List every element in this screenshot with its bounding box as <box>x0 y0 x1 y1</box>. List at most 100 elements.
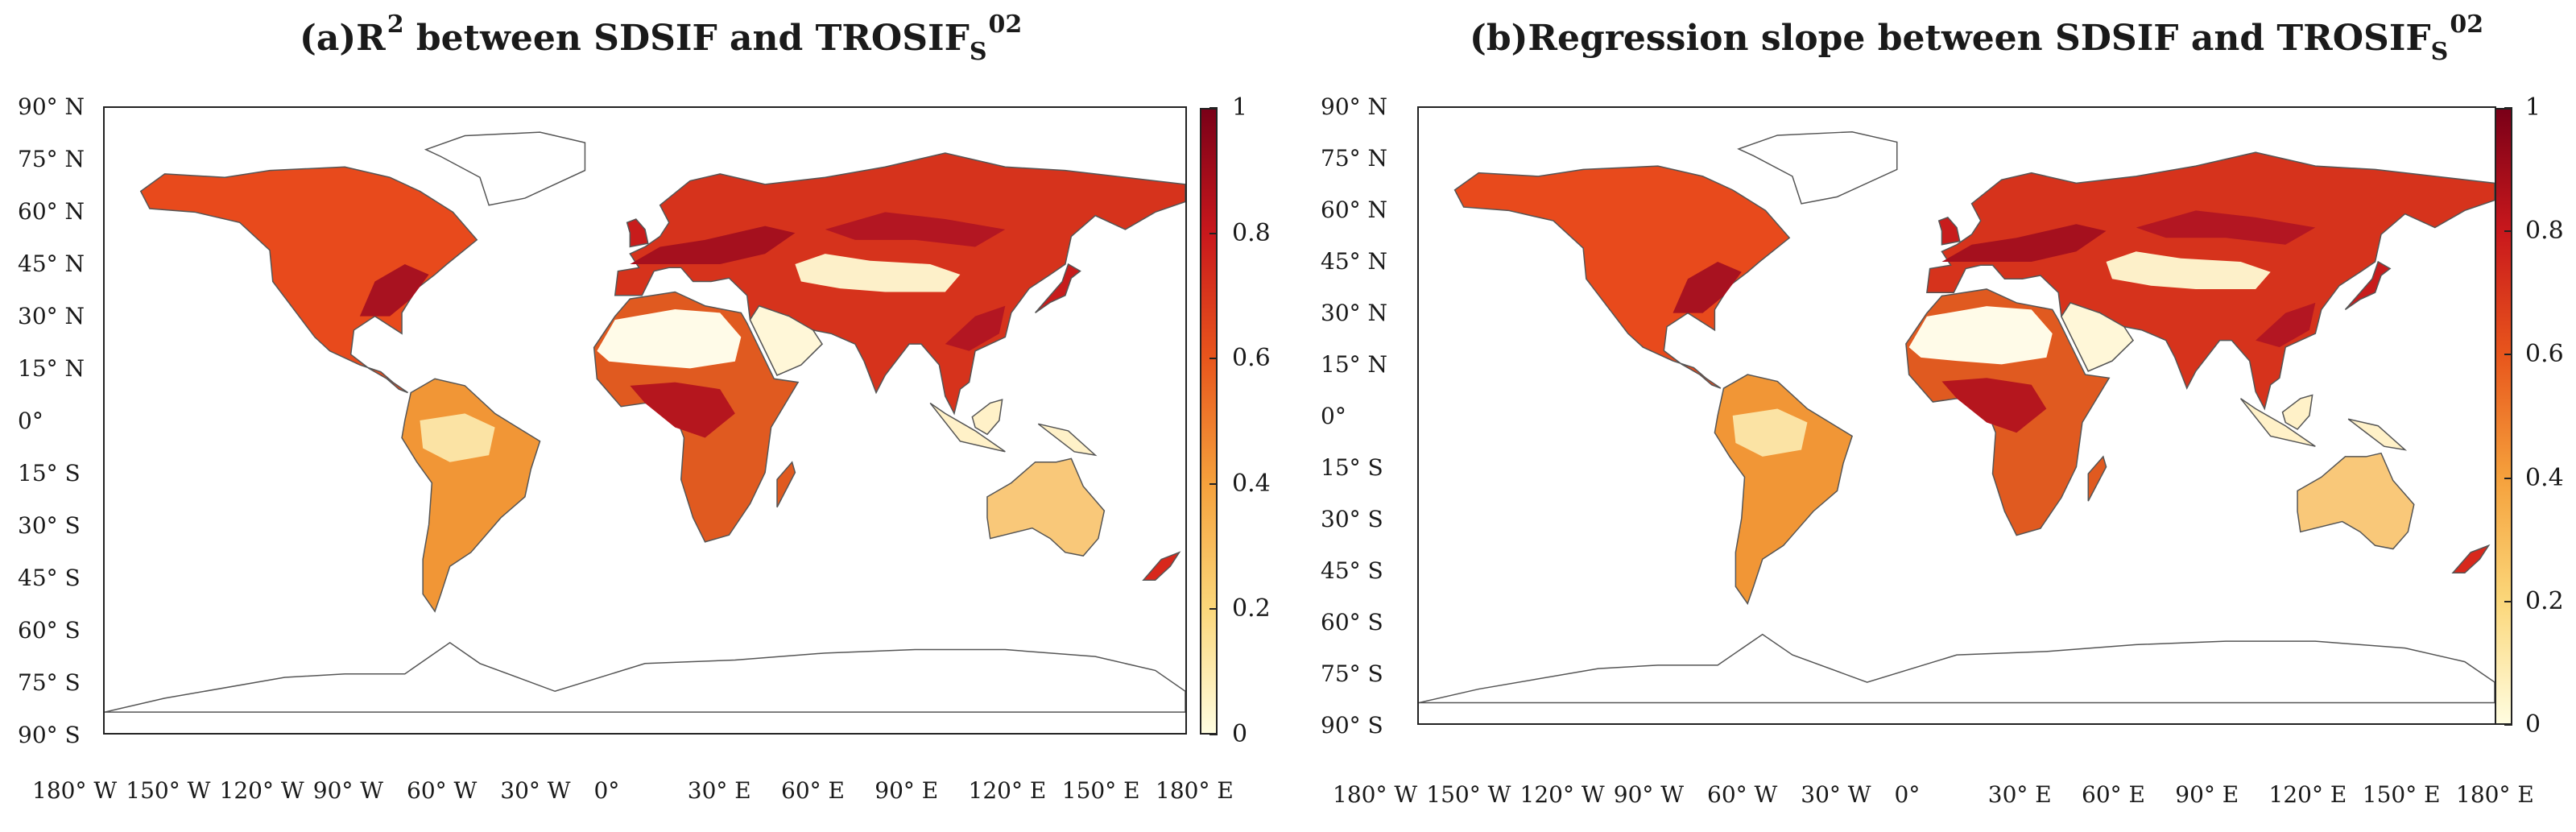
amazon-low-values <box>420 413 495 462</box>
lon-tick-label: 120° E <box>2268 781 2347 808</box>
arabia-landmass <box>2061 302 2134 372</box>
lat-tick-label: 75° S <box>1321 660 1383 687</box>
lat-tick-label: 60° S <box>18 617 81 644</box>
colorbar-tick-label: 0.8 <box>1232 218 1271 247</box>
indonesia-landmass <box>929 402 1006 453</box>
eastern-us-high-values <box>359 264 429 317</box>
antarctica-landmass <box>1419 633 2495 704</box>
colorbar-tick-label: 1 <box>2525 93 2541 122</box>
colorbar-tick-mark <box>2504 230 2512 233</box>
lon-tick-label: 90° E <box>875 777 939 804</box>
world-map-svg <box>1419 130 2495 704</box>
lat-tick-label: 45° N <box>18 250 85 277</box>
panel-a-title: (a)R2 between SDSIF and TROSIFS02 <box>300 10 1023 66</box>
lat-tick-label: 90° N <box>18 93 85 120</box>
lon-tick-label: 120° E <box>968 777 1047 804</box>
lon-tick-label: 30° E <box>687 777 751 804</box>
lon-tick-label: 150° E <box>2362 781 2441 808</box>
lat-tick-label: 60° S <box>1321 609 1383 635</box>
colorbar-tick-mark <box>1209 482 1218 485</box>
japan-landmass <box>2344 260 2392 311</box>
colorbar-tick-label: 0.4 <box>2525 463 2564 492</box>
lon-tick-label: 180° W <box>32 777 118 804</box>
lon-tick-label: 120° W <box>1520 781 1605 808</box>
lon-tick-label: 90° E <box>2175 781 2239 808</box>
lat-tick-label: 30° N <box>1321 300 1388 326</box>
colorbar-tick-label: 1 <box>1232 93 1248 122</box>
south-china-high-values <box>2256 302 2316 348</box>
greenland-landmass <box>1737 130 1898 205</box>
lon-tick-label: 150° W <box>126 777 211 804</box>
lon-tick-label: 60° W <box>1707 781 1778 808</box>
lat-tick-label: 45° S <box>1321 557 1383 584</box>
lat-tick-label: 75° S <box>18 669 81 696</box>
lon-tick-label: 60° E <box>2082 781 2145 808</box>
uk-landmass <box>626 218 649 248</box>
lat-tick-label: 30° S <box>1321 506 1383 532</box>
colorbar-tick-label: 0.4 <box>1232 469 1271 498</box>
australia-landmass <box>2297 452 2415 550</box>
north-america-landmass <box>139 166 478 394</box>
central-africa-high-values <box>630 382 735 438</box>
central-africa-high-values <box>1941 378 2047 433</box>
colorbar-tick-mark <box>2504 107 2512 109</box>
panel-b-title: (b)Regression slope between SDSIF and TR… <box>1470 10 2484 66</box>
siberia-high-values <box>825 212 1006 247</box>
lat-tick-label: 15° N <box>18 355 85 382</box>
panel-a-colorbar <box>1200 108 1218 735</box>
colorbar-tick-label: 0 <box>2525 710 2541 739</box>
lat-tick-label: 15° N <box>1321 351 1388 378</box>
colorbar-tick-mark <box>1209 107 1218 109</box>
lon-tick-label: 60° E <box>781 777 845 804</box>
colorbar-tick-mark <box>1209 608 1218 611</box>
lat-tick-label: 15° S <box>1321 454 1383 481</box>
lon-tick-label: 180° E <box>1156 777 1234 804</box>
panel-a: (a)R2 between SDSIF and TROSIFS02 90° N 7… <box>18 10 1271 804</box>
lon-tick-label: 120° W <box>219 777 304 804</box>
lat-tick-label: 0° <box>18 408 43 434</box>
lon-tick-label: 90° W <box>1613 781 1685 808</box>
lat-tick-label: 45° N <box>1321 248 1388 275</box>
colorbar-tick-mark <box>2504 354 2512 356</box>
colorbar-tick-label: 0 <box>1232 720 1248 748</box>
lat-tick-label: 90° S <box>1321 712 1383 739</box>
new-guinea-landmass <box>2347 418 2408 451</box>
colorbar-tick-label: 0.8 <box>2525 217 2564 246</box>
lon-tick-label: 60° W <box>407 777 478 804</box>
lat-tick-label: 90° S <box>18 722 81 748</box>
greenland-landmass <box>424 131 586 206</box>
panel-b-map <box>1417 106 2496 725</box>
arabia-landmass <box>749 304 823 376</box>
colorbar-tick-label: 0.6 <box>2525 340 2564 369</box>
lon-tick-label: 150° W <box>1426 781 1511 808</box>
lat-tick-label: 75° N <box>1321 145 1388 172</box>
lat-tick-label: 30° S <box>18 512 81 539</box>
lon-tick-label: 30° W <box>1801 781 1871 808</box>
uk-landmass <box>1937 216 1961 246</box>
lat-tick-label: 45° S <box>18 565 81 591</box>
panel-b-colorbar <box>2495 108 2512 725</box>
lat-tick-label: 60° N <box>18 198 85 225</box>
lat-tick-label: 30° N <box>18 303 85 329</box>
europe-high-values <box>1941 224 2107 262</box>
indonesia-landmass <box>2239 398 2316 447</box>
new-zealand-landmass <box>2451 544 2491 573</box>
lon-tick-label: 30° W <box>500 777 571 804</box>
lon-tick-label: 30° E <box>1987 781 2052 808</box>
antarctica-landmass <box>105 642 1185 713</box>
lat-tick-label: 60° N <box>1321 197 1388 223</box>
central-asia-low-values <box>795 254 961 292</box>
colorbar-tick-label: 0.2 <box>1232 594 1271 623</box>
colorbar-tick-mark <box>2504 724 2512 726</box>
south-china-high-values <box>945 305 1006 351</box>
eastern-us-high-values <box>1673 262 1742 313</box>
new-zealand-landmass <box>1142 551 1181 582</box>
panel-b: (b)Regression slope between SDSIF and TR… <box>1288 0 2576 832</box>
australia-landmass <box>986 457 1106 557</box>
colorbar-tick-mark <box>2504 600 2512 602</box>
lon-tick-label: 90° W <box>312 777 384 804</box>
south-america-landmass <box>1714 374 1854 606</box>
siberia-high-values <box>2136 210 2316 245</box>
borneo-landmass <box>2281 394 2313 430</box>
colorbar-tick-label: 0.6 <box>1232 344 1271 373</box>
